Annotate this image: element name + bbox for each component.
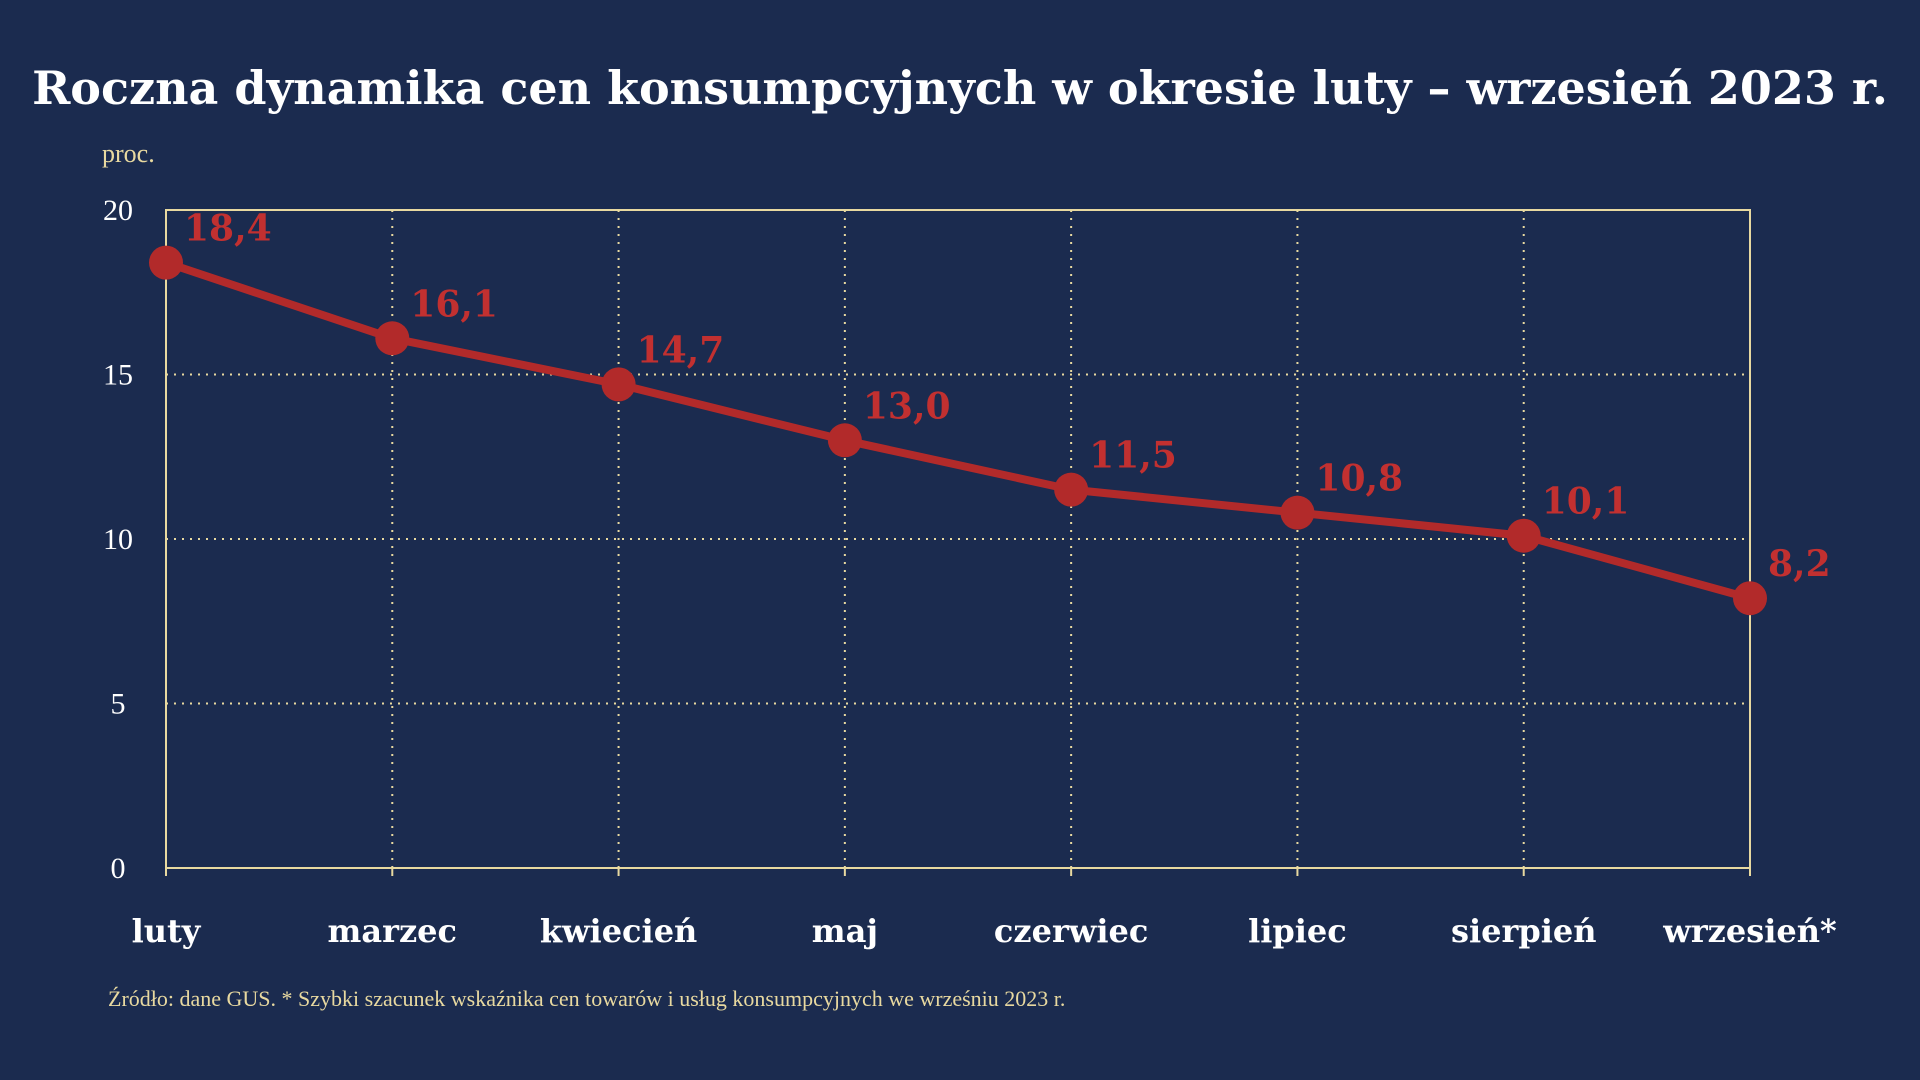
x-tick-label: sierpień	[1451, 912, 1597, 950]
data-point	[149, 245, 183, 280]
data-label: 18,4	[184, 208, 272, 250]
y-axis-ticks: 0 5 10 15 20	[103, 194, 133, 885]
chart-title: Roczna dynamika cen konsumpcyjnych w okr…	[32, 61, 1888, 115]
grid	[165, 210, 1751, 876]
x-tick-label: kwiecień	[540, 912, 698, 950]
y-tick-label: 20	[103, 194, 133, 227]
y-tick-label: 5	[111, 688, 126, 721]
x-tick-label: maj	[812, 912, 878, 950]
y-axis-unit-label: proc.	[102, 139, 155, 168]
data-point	[1280, 495, 1315, 530]
data-label: 10,1	[1542, 481, 1630, 523]
source-note: Źródło: dane GUS. * Szybki szacunek wska…	[108, 986, 1065, 1011]
data-label: 10,8	[1315, 458, 1403, 500]
x-tick-label: lipiec	[1248, 912, 1347, 950]
data-point	[827, 423, 862, 458]
data-label: 11,5	[1089, 435, 1177, 477]
x-tick-label: marzec	[328, 912, 457, 950]
plot-frame	[165, 209, 1751, 869]
data-label: 16,1	[410, 283, 498, 325]
data-point	[601, 367, 636, 402]
data-label: 13,0	[863, 385, 951, 427]
x-tick-label: wrzesień*	[1662, 912, 1837, 950]
data-labels: 18,4 16,1 14,7 13,0 11,5 10,8 10,1 8,2	[184, 208, 1831, 586]
series-cpi	[149, 245, 1767, 616]
y-tick-label: 10	[103, 523, 133, 556]
data-point	[1054, 472, 1089, 507]
data-label: 14,7	[637, 329, 725, 371]
data-point	[1506, 518, 1541, 553]
y-tick-label: 15	[103, 359, 133, 392]
x-tick-label: luty	[132, 912, 202, 950]
y-tick-label: 0	[111, 852, 126, 885]
data-point	[1733, 581, 1767, 616]
data-point	[375, 321, 410, 356]
x-tick-label: czerwiec	[994, 912, 1148, 950]
series-line	[162, 258, 1754, 603]
data-label: 8,2	[1768, 543, 1831, 585]
x-axis-ticks: luty marzec kwiecień maj czerwiec lipiec sierp…	[132, 912, 1837, 950]
